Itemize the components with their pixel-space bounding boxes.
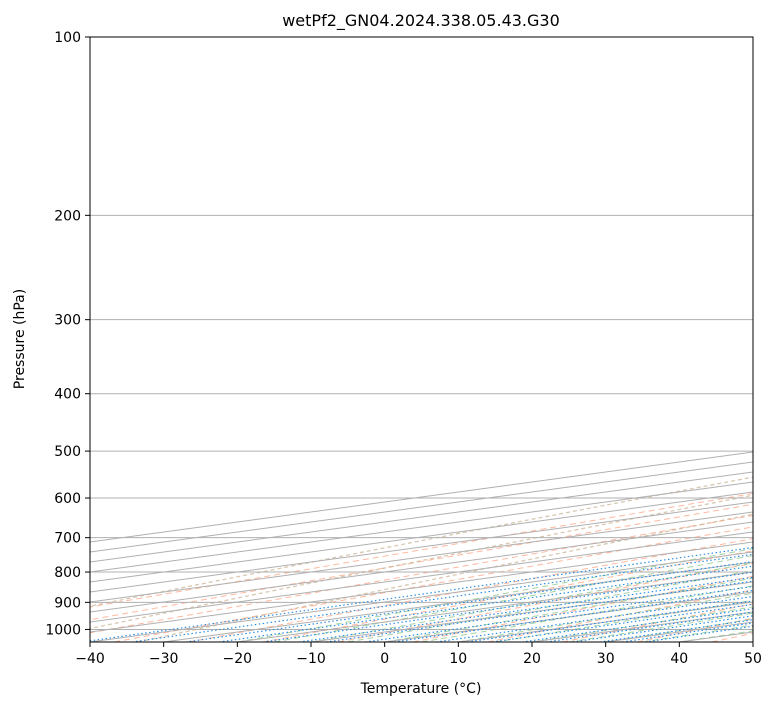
- y-tick-label: 600: [54, 491, 81, 507]
- y-tick-label: 200: [54, 208, 81, 224]
- isotherm-gridline: [90, 511, 753, 603]
- isotherm-gridline: [679, 631, 753, 642]
- ridge-line: [137, 513, 753, 642]
- x-tick-label: 0: [380, 651, 389, 667]
- isotherm-gridline: [90, 541, 753, 633]
- isotherm-gridline: [310, 581, 753, 642]
- isotherm-gridline: [90, 521, 753, 613]
- isotherm-gridline: [384, 591, 753, 642]
- y-tick-label: 300: [54, 313, 81, 329]
- isotherm-gridline: [90, 481, 753, 573]
- x-tick-label: 40: [670, 651, 688, 667]
- y-tick-label: 1000: [45, 622, 81, 638]
- isotherm-gridline: [752, 641, 753, 642]
- x-tick-label: −20: [223, 651, 253, 667]
- isotherm-gridline: [90, 451, 753, 543]
- mixing-ratio-line: [492, 603, 753, 642]
- isotherm-gridline: [90, 531, 753, 623]
- x-tick-label: 30: [597, 651, 615, 667]
- y-tick-label: 500: [54, 444, 81, 460]
- dry-adiabat-line: [90, 514, 753, 634]
- moist-adiabat-line: [274, 555, 753, 642]
- dry-adiabat-line: [711, 632, 753, 642]
- y-tick-label: 400: [54, 387, 81, 403]
- dry-adiabat-line: [636, 617, 753, 642]
- mixing-ratio-lines: [90, 546, 753, 642]
- isotherm-gridline: [90, 551, 753, 642]
- x-tick-label: 20: [523, 651, 541, 667]
- mixing-ratio-line: [365, 585, 753, 642]
- isotherm-gridline: [90, 471, 753, 563]
- dry-adiabat-line: [90, 493, 753, 608]
- x-tick-label: 50: [744, 651, 762, 667]
- mixing-ratio-line: [299, 576, 753, 642]
- moist-adiabat-line: [384, 577, 753, 642]
- mixing-ratio-line: [326, 580, 753, 642]
- x-tick-label: −30: [149, 651, 179, 667]
- dry-adiabat-line: [114, 526, 753, 642]
- dry-adiabat-line: [263, 550, 753, 642]
- moist-adiabat-line: [531, 606, 753, 642]
- dry-adiabat-line: [487, 589, 753, 642]
- y-tick-label: 700: [54, 531, 81, 547]
- y-axis-title: Pressure (hPa): [12, 289, 28, 389]
- moist-adiabat-line: [237, 548, 753, 642]
- moist-adiabat-line: [679, 630, 753, 642]
- mixing-ratio-line: [394, 589, 753, 642]
- x-axis-title: Temperature (°C): [360, 681, 482, 697]
- isotherm-gridline: [531, 611, 753, 642]
- x-tick-label: −10: [296, 651, 326, 667]
- y-tick-label: 900: [54, 595, 81, 611]
- chart-title: wetPf2_GN04.2024.338.05.43.G30: [282, 11, 560, 31]
- x-tick-label: −40: [75, 651, 105, 667]
- y-tick-label: 800: [54, 565, 81, 581]
- axis-ticks: −40 −30 −20 −10 0 10 20 30 40 50 1000 900 800 700 600 5…: [45, 30, 762, 667]
- ridge-line: [90, 494, 753, 630]
- dry-adiabat-line: [338, 562, 753, 642]
- plot-frame: [89, 36, 754, 643]
- isotherm-gridline: [90, 501, 753, 593]
- moist-adiabat-line: [421, 585, 753, 642]
- isotherm-gridline: [90, 461, 753, 553]
- mixing-ratio-line: [90, 546, 753, 642]
- isotherm-gridline: [90, 491, 753, 583]
- x-tick-label: 10: [449, 651, 467, 667]
- moist-adiabat-line: [458, 592, 753, 642]
- grid-lines: [90, 37, 753, 642]
- dry-adiabat-line: [562, 603, 753, 642]
- y-tick-label: 100: [54, 30, 81, 46]
